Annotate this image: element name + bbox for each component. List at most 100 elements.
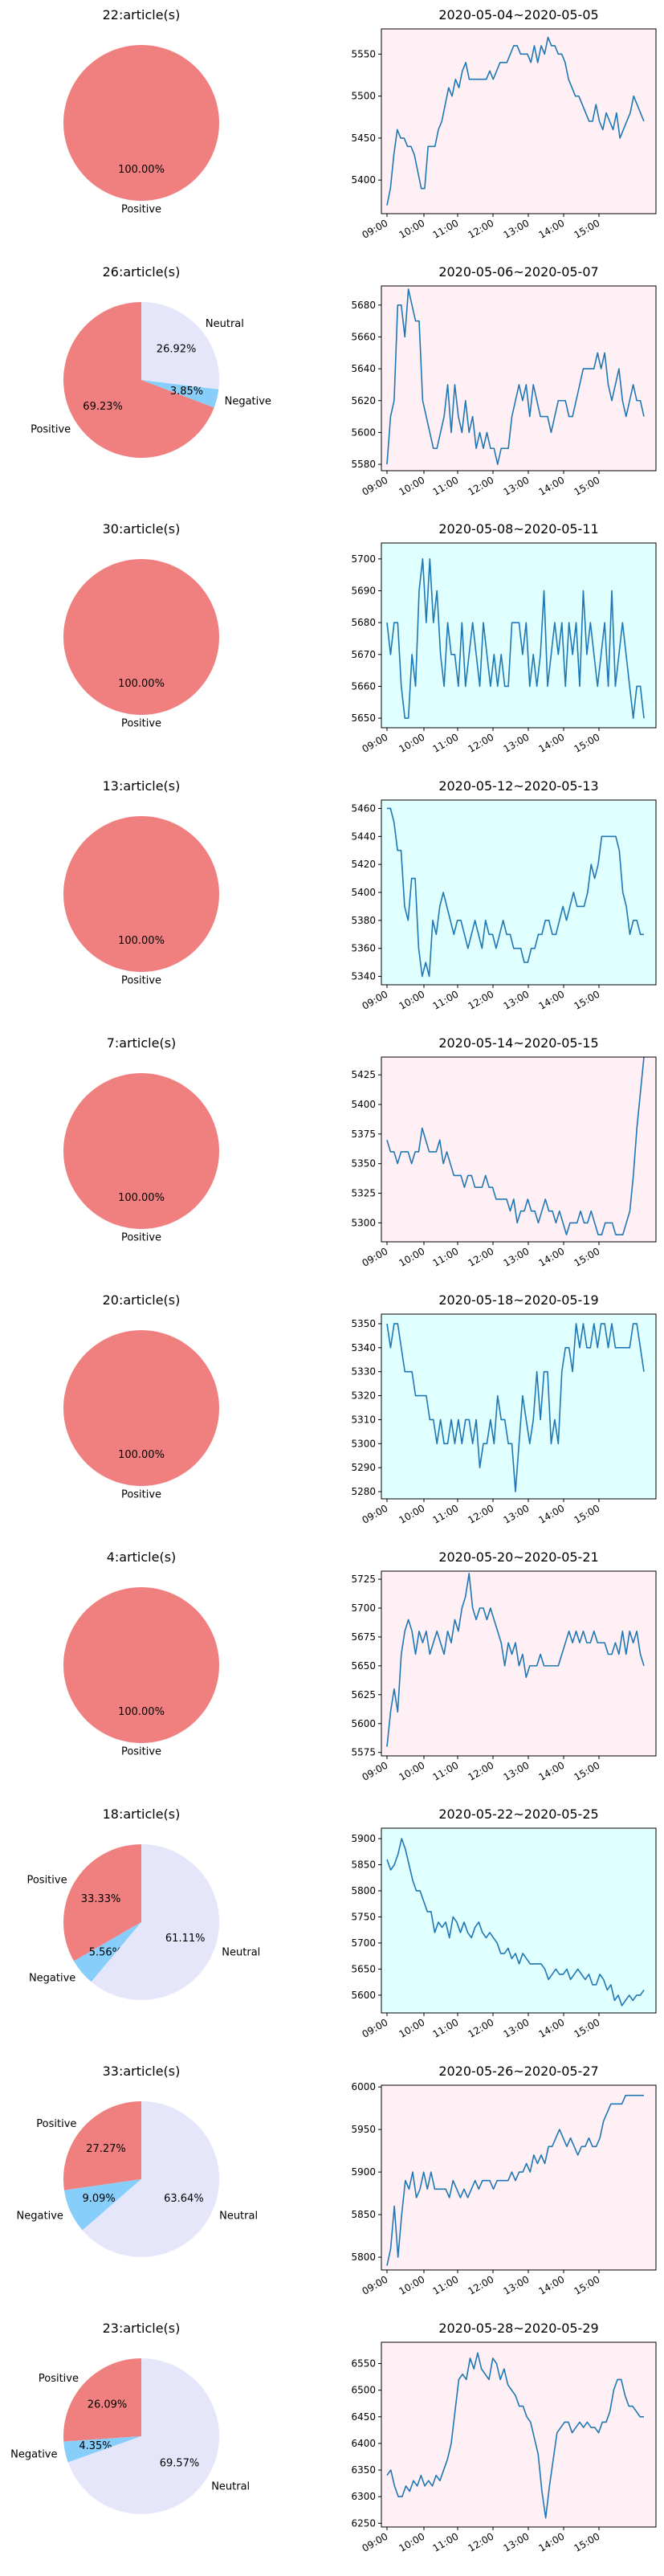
y-tick-label: 5660 bbox=[351, 331, 376, 342]
y-tick-label: 5900 bbox=[351, 1833, 376, 1844]
line-chart: 2020-05-22~2020-05-25 5600 5650 5700 5750 580… bbox=[351, 1806, 657, 2040]
pie-title: 22:article(s) bbox=[103, 7, 181, 22]
y-tick-label: 5600 bbox=[351, 427, 376, 438]
x-tick-label: 10:00 bbox=[397, 731, 427, 754]
chart-row-10: 23:article(s) 26.09% Positive 4.35% Negative… bbox=[10, 2321, 657, 2554]
x-tick-label: 10:00 bbox=[397, 2273, 427, 2296]
pie-category-label: Positive bbox=[39, 2373, 79, 2385]
line-chart: 2020-05-12~2020-05-13 5340 5360 5380 5400 542… bbox=[351, 778, 657, 1012]
plot-frame bbox=[381, 1056, 657, 1243]
plot-frame bbox=[381, 1827, 657, 2014]
y-tick-label: 5625 bbox=[351, 1689, 376, 1700]
y-tick-label: 5300 bbox=[351, 1438, 376, 1449]
x-tick-label: 15:00 bbox=[572, 988, 602, 1011]
line-title: 2020-05-22~2020-05-25 bbox=[438, 1806, 598, 1822]
x-tick-label: 13:00 bbox=[502, 2016, 532, 2039]
line-chart: 2020-05-14~2020-05-15 5300 5325 5350 5375 540… bbox=[351, 1035, 657, 1269]
x-tick-label: 12:00 bbox=[466, 2273, 496, 2296]
line-chart: 2020-05-06~2020-05-07 5580 5600 5620 5640 566… bbox=[351, 264, 657, 498]
pie-slice-positive bbox=[63, 1330, 219, 1486]
x-tick-label: 10:00 bbox=[397, 1502, 427, 1525]
y-tick-label: 5580 bbox=[351, 459, 376, 470]
x-tick-label: 09:00 bbox=[361, 1502, 390, 1525]
pie-chart: 33:article(s) 27.27% Positive 9.09% Negative… bbox=[17, 2064, 258, 2257]
x-tick-label: 12:00 bbox=[466, 1245, 496, 1268]
x-tick-label: 12:00 bbox=[466, 2016, 496, 2039]
x-tick-label: 12:00 bbox=[466, 988, 496, 1011]
y-tick-label: 5350 bbox=[351, 1318, 376, 1329]
chart-row-5: 7:article(s) 100.00% Positive 2020-05-14~20… bbox=[63, 1035, 657, 1269]
x-tick-label: 13:00 bbox=[502, 1759, 532, 1782]
pie-category-label: Positive bbox=[121, 1232, 161, 1244]
x-tick-label: 13:00 bbox=[502, 217, 532, 240]
pie-percent-label: 27.27% bbox=[86, 2143, 126, 2155]
pie-category-label: Positive bbox=[121, 718, 161, 730]
x-tick-label: 10:00 bbox=[397, 2016, 427, 2039]
chart-row-2: 26:article(s) 69.23% Positive 3.85% Negative… bbox=[31, 264, 657, 498]
pie-percent-label: 4.35% bbox=[79, 2440, 112, 2452]
y-tick-label: 5600 bbox=[351, 1718, 376, 1729]
pie-chart: 30:article(s) 100.00% Positive bbox=[63, 521, 219, 730]
x-tick-label: 11:00 bbox=[431, 731, 461, 754]
y-tick-label: 5680 bbox=[351, 300, 376, 311]
x-tick-label: 12:00 bbox=[466, 1502, 496, 1525]
y-tick-label: 5400 bbox=[351, 174, 376, 186]
plot-frame bbox=[381, 2341, 657, 2528]
x-tick-label: 12:00 bbox=[466, 1759, 496, 1782]
y-tick-label: 5550 bbox=[351, 48, 376, 59]
pie-slice-negative bbox=[63, 2179, 141, 2231]
pie-chart: 18:article(s)33.33%Positive5.56%Negative… bbox=[26, 1806, 260, 2000]
y-tick-label: 6250 bbox=[351, 2517, 376, 2529]
x-tick-label: 13:00 bbox=[502, 1502, 532, 1525]
y-tick-label: 5400 bbox=[351, 887, 376, 898]
x-tick-label: 14:00 bbox=[537, 1502, 567, 1525]
price-series-line bbox=[386, 2352, 644, 2519]
x-tick-label: 09:00 bbox=[361, 217, 390, 240]
chart-row-9: 33:article(s) 27.27% Positive 9.09% Negative… bbox=[17, 2064, 657, 2297]
pie-title: 30:article(s) bbox=[103, 521, 181, 537]
x-tick-label: 15:00 bbox=[572, 1759, 602, 1782]
y-tick-label: 5420 bbox=[351, 859, 376, 870]
pie-percent-label: 63.64% bbox=[164, 2193, 204, 2205]
x-tick-label: 15:00 bbox=[572, 2530, 602, 2554]
pie-chart: 23:article(s) 26.09% Positive 4.35% Negative… bbox=[10, 2321, 250, 2514]
pie-percent-label: 100.00% bbox=[118, 164, 165, 176]
x-tick-label: 12:00 bbox=[466, 474, 496, 497]
y-tick-label: 6400 bbox=[351, 2438, 376, 2449]
line-chart: 2020-05-04~2020-05-05 5400 5450 5500 5550 09:… bbox=[351, 7, 657, 241]
line-chart: 2020-05-08~2020-05-11 5650 5660 5670 5680 569… bbox=[351, 521, 657, 755]
y-tick-label: 5310 bbox=[351, 1414, 376, 1425]
line-chart: 2020-05-18~2020-05-19 5280 5290 5300 5310 532… bbox=[351, 1292, 657, 1526]
pie-percent-label: 100.00% bbox=[118, 1192, 165, 1204]
pie-category-label: Neutral bbox=[219, 2210, 258, 2222]
pie-title: 23:article(s) bbox=[103, 2321, 181, 2336]
y-tick-label: 6450 bbox=[351, 2411, 376, 2423]
x-tick-label: 14:00 bbox=[537, 474, 567, 497]
plot-area bbox=[381, 800, 656, 985]
line-chart: 2020-05-26~2020-05-27 5800 5850 5900 5950 600… bbox=[351, 2064, 657, 2297]
line-title: 2020-05-12~2020-05-13 bbox=[438, 778, 598, 794]
y-tick-label: 5675 bbox=[351, 1631, 376, 1643]
pie-slice-positive bbox=[63, 302, 214, 458]
pie-slice-negative bbox=[63, 2436, 141, 2463]
x-tick-label: 09:00 bbox=[361, 1245, 390, 1268]
y-tick-label: 5725 bbox=[351, 1574, 376, 1585]
pie-title: 26:article(s) bbox=[103, 264, 181, 280]
y-tick-label: 6350 bbox=[351, 2464, 376, 2476]
pie-chart: 13:article(s) 100.00% Positive bbox=[63, 778, 219, 987]
x-tick-label: 13:00 bbox=[502, 731, 532, 754]
x-tick-label: 09:00 bbox=[361, 2016, 390, 2039]
x-tick-label: 13:00 bbox=[502, 2530, 532, 2554]
y-tick-label: 5440 bbox=[351, 831, 376, 842]
x-tick-label: 13:00 bbox=[502, 988, 532, 1011]
pie-category-label: Positive bbox=[121, 204, 161, 216]
pie-chart: 4:article(s) 100.00% Positive bbox=[63, 1549, 219, 1758]
x-tick-label: 11:00 bbox=[431, 474, 461, 497]
pie-title: 18:article(s) bbox=[103, 1806, 181, 1822]
line-title: 2020-05-18~2020-05-19 bbox=[438, 1292, 598, 1308]
x-tick-label: 15:00 bbox=[572, 217, 602, 240]
x-tick-label: 12:00 bbox=[466, 731, 496, 754]
x-tick-label: 09:00 bbox=[361, 2273, 390, 2296]
x-tick-label: 13:00 bbox=[502, 474, 532, 497]
